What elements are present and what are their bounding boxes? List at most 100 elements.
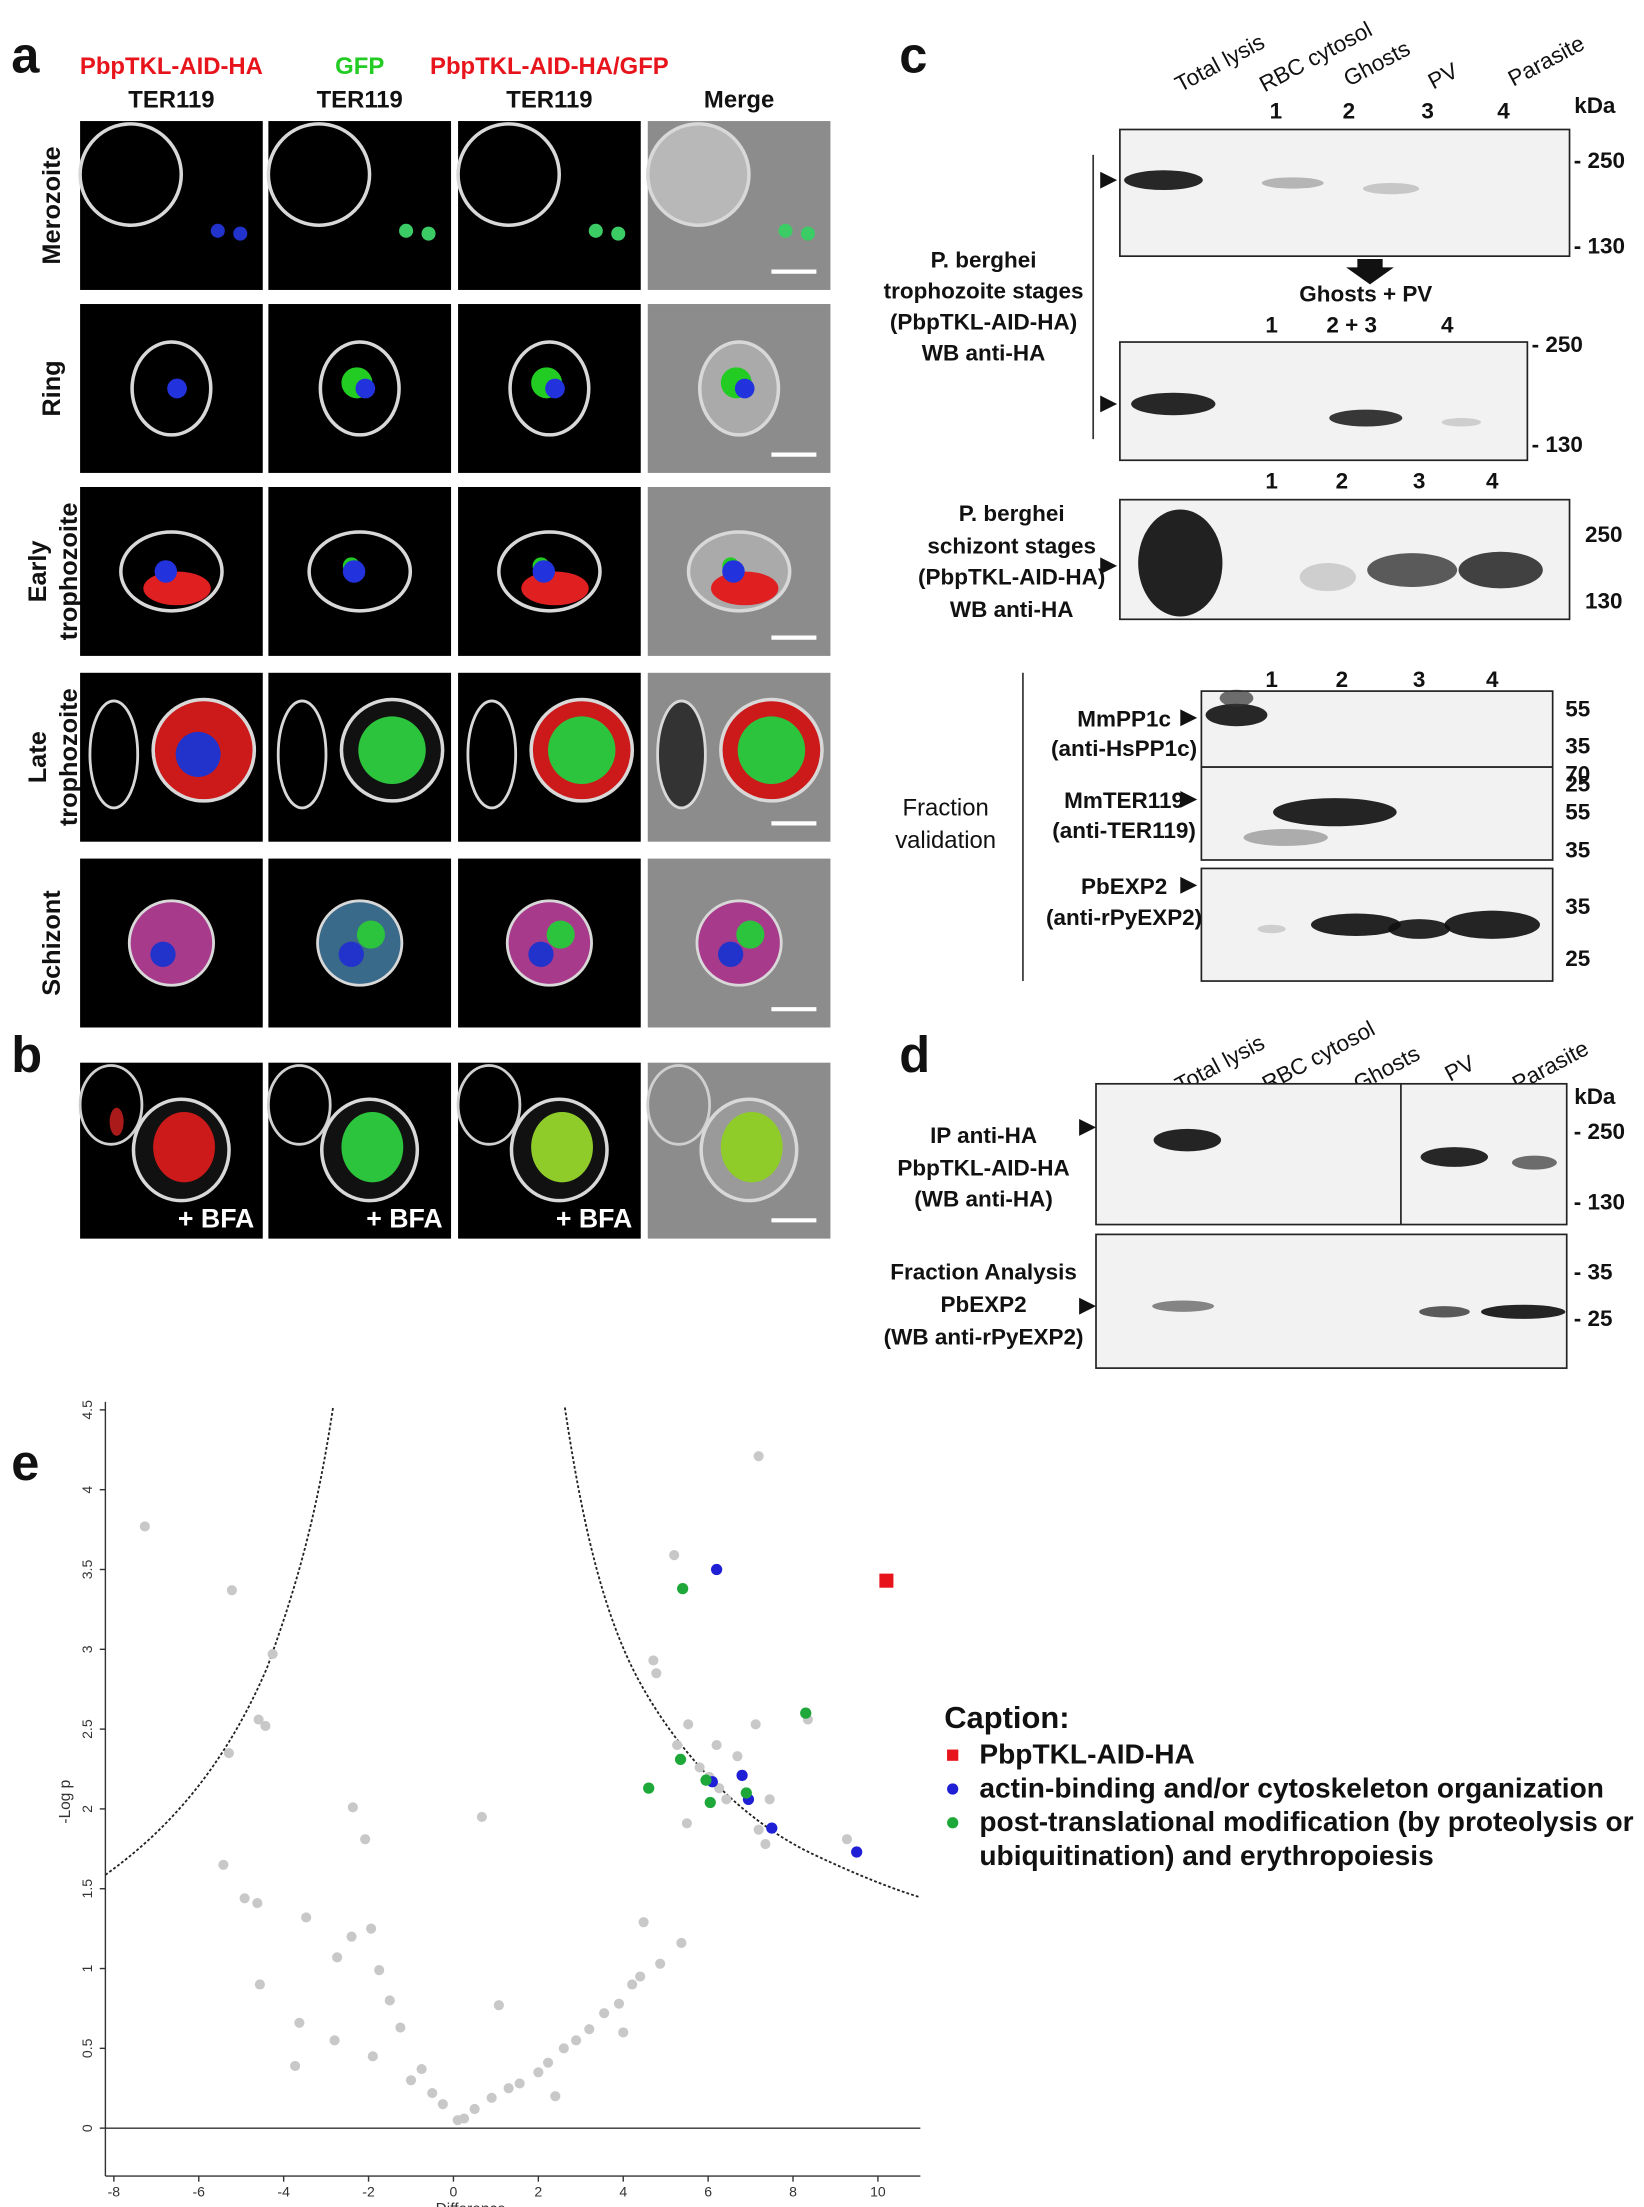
point xyxy=(618,2027,629,2038)
rbc xyxy=(456,1064,522,1146)
lane-number: 4 xyxy=(1486,469,1499,494)
cell xyxy=(307,530,413,613)
point xyxy=(395,2022,406,2033)
y-tick-label: 2 xyxy=(79,1805,95,1813)
micrograph xyxy=(80,487,263,656)
cell xyxy=(646,122,751,227)
point xyxy=(384,1995,395,2006)
point xyxy=(648,1655,659,1666)
band xyxy=(1367,553,1458,587)
point xyxy=(800,1707,812,1719)
point xyxy=(721,1794,732,1805)
lane-number: 2 + 3 xyxy=(1326,312,1377,337)
lane-number: 1 xyxy=(1265,667,1278,692)
point xyxy=(223,1747,234,1759)
cell xyxy=(318,340,401,437)
western-blot xyxy=(1200,689,1554,768)
point xyxy=(672,1740,683,1751)
band xyxy=(1299,563,1356,592)
blot-membrane xyxy=(1095,1233,1568,1369)
micrograph xyxy=(266,1062,452,1239)
threshold-curve xyxy=(104,1407,334,1876)
micrograph xyxy=(268,304,452,473)
point xyxy=(655,1958,666,1969)
point xyxy=(764,1794,775,1805)
blot-label: MmPP1c xyxy=(1077,707,1171,732)
row-label: Schizont xyxy=(38,890,66,996)
blot-label: (WB anti-HA) xyxy=(914,1187,1053,1212)
point xyxy=(851,1846,863,1858)
point xyxy=(681,1818,692,1829)
x-tick-label: -4 xyxy=(277,2184,290,2200)
band xyxy=(1273,798,1397,827)
point xyxy=(736,1769,748,1782)
point xyxy=(879,1573,894,1588)
point xyxy=(683,1719,694,1730)
x-tick-label: 10 xyxy=(870,2184,886,2200)
gfp xyxy=(548,716,616,784)
gfp xyxy=(358,716,426,784)
y-tick-label: 4 xyxy=(79,1486,95,1494)
point xyxy=(253,1714,264,1725)
panel-label: a xyxy=(11,26,40,83)
lane-label: Parasite xyxy=(1504,30,1589,91)
nucleus xyxy=(167,378,187,399)
column-header: TER119 xyxy=(506,87,592,114)
point xyxy=(627,1979,638,1990)
blot-membrane xyxy=(1119,128,1571,258)
band xyxy=(1205,703,1268,727)
blot-label: (anti-rPyEXP2) xyxy=(1046,905,1202,930)
lane-number: 2 xyxy=(1343,99,1356,124)
column-header: TER119 xyxy=(128,87,214,114)
merge-arrow xyxy=(1346,258,1394,285)
micrograph xyxy=(266,121,452,290)
point xyxy=(599,2008,610,2019)
signal xyxy=(341,1111,404,1183)
blot-label: (PbpTKL-AID-HA) xyxy=(918,564,1105,589)
tkl xyxy=(521,571,589,606)
point xyxy=(732,1751,743,1762)
point xyxy=(643,1782,655,1794)
nucleus xyxy=(532,560,556,583)
cell xyxy=(78,122,184,227)
nucleus xyxy=(175,731,221,777)
size-marker: - 130 xyxy=(1532,432,1583,457)
column-header: GFP xyxy=(335,53,384,80)
blot-label: Fraction Analysis xyxy=(890,1260,1077,1285)
point xyxy=(753,1824,764,1835)
cell xyxy=(127,899,215,987)
band xyxy=(1444,910,1541,939)
point xyxy=(360,1834,371,1845)
x-tick-label: 0 xyxy=(450,2184,458,2200)
y-tick-label: 1.5 xyxy=(79,1879,95,1899)
point xyxy=(367,2051,378,2062)
point xyxy=(239,1893,250,1904)
western-blot xyxy=(1200,766,1554,861)
point xyxy=(584,2024,595,2035)
micrograph xyxy=(458,304,641,473)
legend-title: Caption: xyxy=(944,1700,1069,1735)
point xyxy=(750,1719,761,1730)
point xyxy=(571,2035,582,2046)
band xyxy=(1131,392,1216,416)
rbc xyxy=(78,1064,144,1146)
point xyxy=(260,1720,271,1731)
rbc xyxy=(466,699,518,810)
arrowhead xyxy=(1100,395,1118,413)
rbc xyxy=(646,1064,711,1146)
point xyxy=(533,2067,544,2078)
micrograph xyxy=(78,1062,263,1239)
micrograph xyxy=(268,858,452,1028)
point xyxy=(710,1563,723,1576)
lane-number: 4 xyxy=(1486,667,1499,692)
gfp xyxy=(736,920,765,949)
point xyxy=(374,1965,385,1976)
x-tick-label: -2 xyxy=(362,2184,375,2200)
cell xyxy=(497,530,602,613)
blot-label: MmTER119 xyxy=(1064,788,1184,813)
micrograph xyxy=(458,858,641,1028)
point xyxy=(674,1753,687,1766)
point xyxy=(301,1912,312,1923)
lane-number: 1 xyxy=(1265,469,1278,494)
signal xyxy=(109,1107,124,1136)
